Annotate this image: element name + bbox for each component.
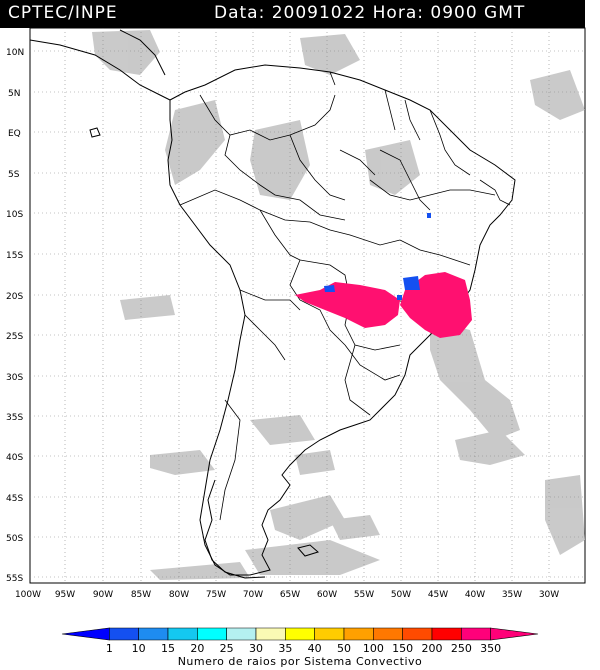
lon-label: 95W [55,590,75,600]
legend-swatch [373,627,403,641]
lat-label: 15S [6,251,23,261]
lat-label: 30S [6,373,23,383]
lat-label: 10N [6,48,24,58]
lat-label: 40S [6,453,23,463]
legend-tick-label: 30 [249,642,263,655]
lat-label: 25S [6,332,23,342]
lon-label: 85W [131,590,151,600]
storm-system-paraguay [295,282,400,328]
lon-label: 45W [428,590,448,600]
legend-swatch [343,627,374,641]
lon-label: 70W [243,590,263,600]
agency-label: CPTEC/INPE [8,3,118,23]
lat-label: 45S [6,494,23,504]
lon-label: 50W [391,590,411,600]
legend-tick-label: 200 [422,642,443,655]
legend-swatch [431,627,462,641]
continent-outline [29,29,516,579]
lat-label: 10S [6,210,23,220]
legend-swatch [461,627,491,641]
lon-label: 65W [280,590,300,600]
lat-label: 5S [8,170,20,180]
legend-tick-label: 50 [337,642,351,655]
lat-label: 20S [6,292,23,302]
latitude-labels: 10N 5N EQ 5S 10S 15S 20S 25S 30S 35S 40S… [6,48,24,584]
lon-label: 100W [15,590,41,600]
lon-label: 90W [93,590,113,600]
legend-swatch [167,627,198,641]
lightning-systems [295,213,472,338]
legend-tick-label: 150 [392,642,413,655]
storm-system-mato-grosso-do-sul [324,285,335,292]
legend-tick-label: 350 [480,642,501,655]
lon-label: 55W [354,590,374,600]
legend-swatch [314,627,345,641]
legend-tick-label: 25 [220,642,234,655]
legend-tick-label: 15 [161,642,175,655]
legend-swatch [61,627,110,641]
color-legend: 1 10 15 20 25 30 35 40 50 100 150 200 250 350 [61,627,539,655]
legend-swatch [402,627,433,641]
legend-swatch [109,627,139,641]
legend-swatch [138,627,169,641]
legend-tick-label: 250 [451,642,472,655]
lon-label: 80W [169,590,189,600]
legend-tick-label: 20 [190,642,204,655]
legend-caption: Numero de raios por Sistema Convectivo [177,655,423,668]
legend-tick-label: 10 [132,642,146,655]
lat-label: 35S [6,413,23,423]
lat-label: 5N [8,89,20,99]
country-borders [179,71,511,521]
datetime-label: Data: 20091022 Hora: 0900 GMT [214,3,526,23]
legend-swatch [255,627,286,641]
lon-label: 75W [206,590,226,600]
title-bar: CPTEC/INPE Data: 20091022 Hora: 0900 GMT [0,0,585,28]
storm-system-tocantins [427,213,431,218]
legend-swatch [490,627,539,641]
legend-swatch [285,627,315,641]
lon-label: 60W [317,590,337,600]
storm-system-small [397,295,402,300]
legend-swatch [226,627,257,641]
lon-label: 35W [502,590,522,600]
lat-label: 55S [6,574,23,584]
lon-label: 40W [465,590,485,600]
map-frame [29,27,586,584]
lon-label: 30W [539,590,559,600]
legend-tick-label: 100 [363,642,384,655]
storm-system-goias [403,276,420,290]
legend-swatch [197,627,227,641]
lat-label: 50S [6,534,23,544]
legend-tick-label: 1 [106,642,113,655]
longitude-labels: 100W 95W 90W 85W 80W 75W 70W 65W 60W 55W… [15,590,559,600]
legend-tick-label: 35 [278,642,292,655]
lat-label: EQ [8,129,21,139]
legend-tick-label: 40 [308,642,322,655]
